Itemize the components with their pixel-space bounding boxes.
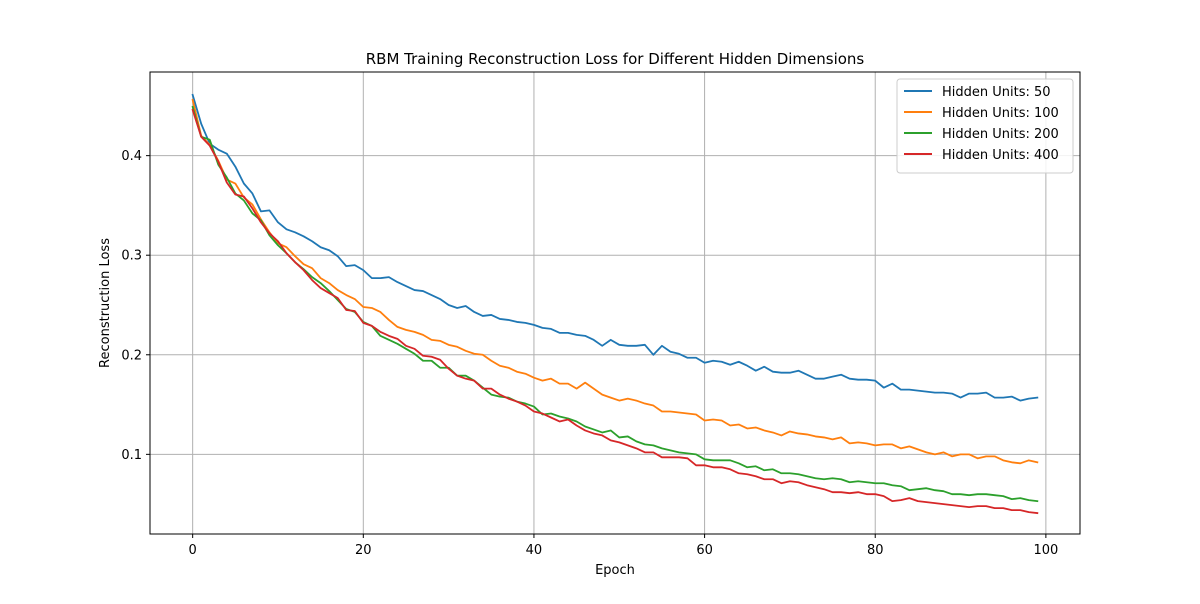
y-tick-label: 0.3: [121, 249, 142, 264]
series-lines: [191, 93, 1039, 515]
x-tick-label: 40: [526, 543, 543, 558]
axes-frame: [149, 71, 1081, 535]
legend-label: Hidden Units: 400: [942, 148, 1059, 163]
series-line-1: [191, 93, 1039, 402]
x-tick-label: 20: [355, 543, 372, 558]
y-tick-label: 0.2: [121, 348, 142, 363]
legend-label: Hidden Units: 100: [942, 106, 1059, 121]
legend-label: Hidden Units: 50: [942, 85, 1051, 100]
x-tick-label: 80: [867, 543, 884, 558]
x-axis-label: Epoch: [595, 563, 635, 578]
x-tick-label: 60: [696, 543, 713, 558]
y-tick-label: 0.1: [121, 448, 142, 463]
chart-title: RBM Training Reconstruction Loss for Dif…: [366, 50, 865, 68]
legend-box: [896, 78, 1074, 174]
x-tick-label: 100: [1033, 543, 1058, 558]
y-axis-label: Reconstruction Loss: [98, 238, 113, 368]
legend: Hidden Units: 50 Hidden Units: 100 Hidden …: [896, 78, 1074, 174]
x-tick-label: 0: [189, 543, 197, 558]
legend-label: Hidden Units: 200: [942, 127, 1059, 142]
series-line-2: [191, 98, 1039, 465]
series-line-4: [191, 108, 1039, 515]
y-tick-label: 0.4: [121, 149, 142, 164]
axis-ticks: 0 20 40 60 80 100 0.1 0.2 0.3 0.4: [121, 149, 1058, 558]
